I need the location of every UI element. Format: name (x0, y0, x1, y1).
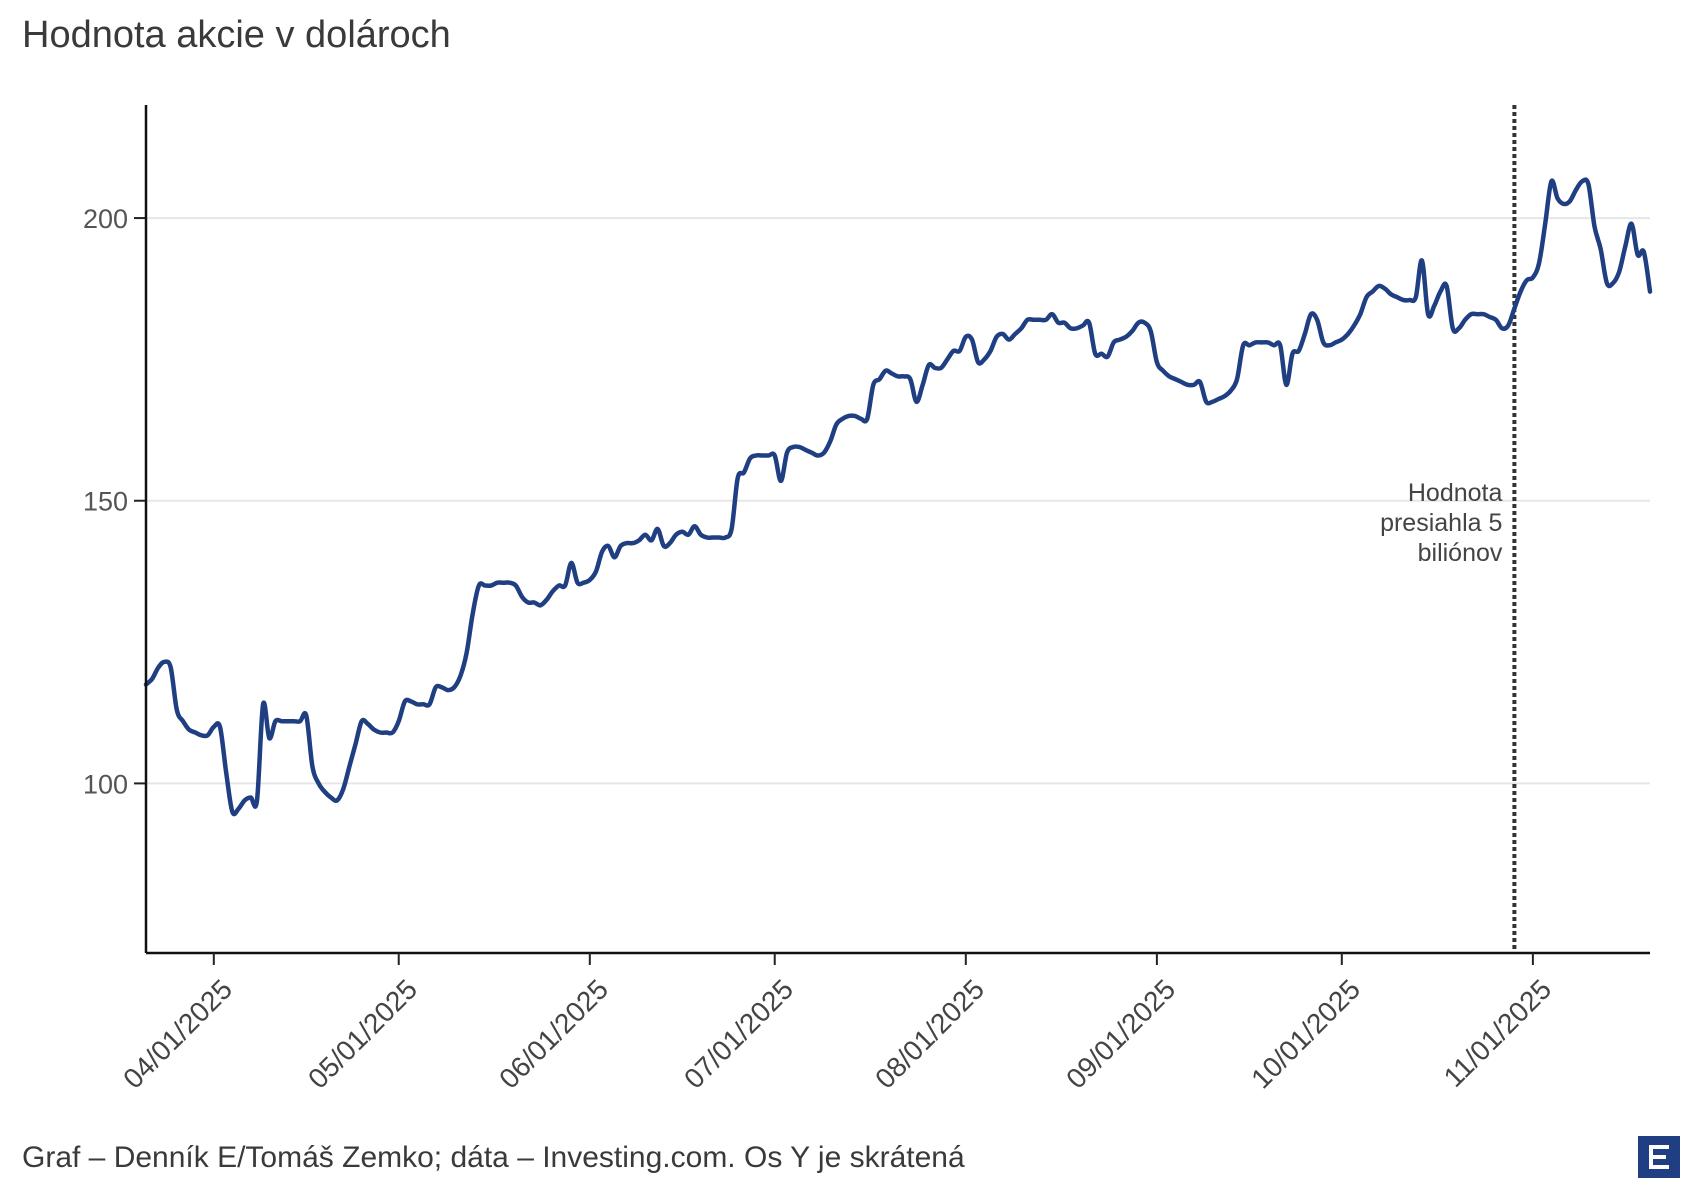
axis-layer: 100 150 200 04/01/2025 05/01/2025 06/01/2025 0… (83, 105, 1650, 1094)
y-tick-label: 200 (83, 204, 128, 234)
annotation-label: Hodnota (1408, 479, 1503, 507)
dennik-e-logo (1638, 1136, 1680, 1178)
annotation-label: biliónov (1418, 539, 1503, 567)
series-line (143, 177, 1653, 817)
x-tick-label: 09/01/2025 (1060, 973, 1181, 1094)
x-tick-label: 04/01/2025 (117, 973, 238, 1094)
chart-title: Hodnota akcie v dolároch (22, 14, 451, 56)
grid-layer (146, 217, 1650, 785)
logo-letter-e (1649, 1145, 1669, 1169)
x-tick-label: 08/01/2025 (869, 973, 990, 1094)
x-tick-label: 06/01/2025 (493, 973, 614, 1094)
y-tick-label: 100 (83, 769, 128, 799)
series-layer (143, 177, 1653, 817)
x-tick-label: 07/01/2025 (678, 973, 799, 1094)
x-tick-label: 05/01/2025 (302, 973, 423, 1094)
annotation-label: presiahla 5 (1380, 509, 1502, 537)
y-tick-label: 150 (83, 487, 128, 517)
x-tick-label: 10/01/2025 (1245, 973, 1366, 1094)
x-tick-label: 11/01/2025 (1438, 973, 1558, 1093)
source-note: Graf – Denník E/Tomáš Zemko; dáta – Inve… (22, 1141, 965, 1174)
